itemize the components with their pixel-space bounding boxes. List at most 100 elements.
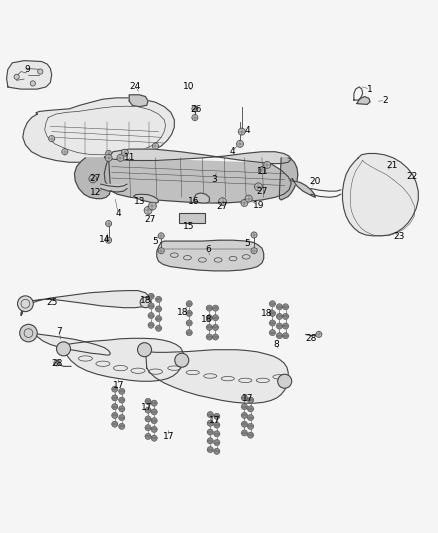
Text: 4: 4 [230, 147, 235, 156]
Text: 28: 28 [305, 334, 317, 343]
Circle shape [247, 415, 254, 421]
Circle shape [269, 320, 276, 326]
Circle shape [148, 293, 154, 300]
Text: 18: 18 [261, 309, 273, 318]
Text: 5: 5 [244, 239, 251, 248]
Text: 3: 3 [212, 175, 218, 184]
Text: 14: 14 [99, 235, 111, 244]
Text: 17: 17 [163, 432, 174, 441]
Text: 18: 18 [140, 296, 151, 305]
Circle shape [117, 155, 124, 161]
Text: 9: 9 [24, 65, 30, 74]
Circle shape [140, 297, 151, 308]
Circle shape [148, 312, 154, 319]
Circle shape [54, 360, 60, 366]
Text: 17: 17 [209, 416, 220, 425]
Circle shape [276, 333, 283, 339]
Text: 26: 26 [191, 105, 202, 114]
Circle shape [145, 398, 151, 405]
Circle shape [283, 313, 289, 319]
Circle shape [206, 314, 212, 321]
Circle shape [151, 400, 157, 406]
Circle shape [241, 413, 247, 418]
Circle shape [241, 430, 247, 436]
Circle shape [219, 198, 226, 206]
Circle shape [254, 183, 262, 191]
Text: 18: 18 [201, 316, 212, 325]
Circle shape [148, 202, 156, 210]
Circle shape [151, 418, 157, 424]
Circle shape [158, 233, 164, 239]
Text: 10: 10 [183, 82, 194, 91]
Circle shape [214, 413, 220, 419]
Polygon shape [357, 96, 370, 104]
Circle shape [112, 403, 118, 410]
Circle shape [119, 406, 125, 412]
Circle shape [30, 81, 35, 86]
Circle shape [283, 304, 289, 310]
Polygon shape [23, 98, 174, 162]
Circle shape [276, 313, 283, 319]
Circle shape [269, 301, 276, 307]
Polygon shape [59, 338, 184, 381]
Circle shape [62, 149, 68, 155]
Circle shape [121, 149, 128, 156]
Polygon shape [129, 95, 148, 107]
Circle shape [316, 332, 322, 337]
Circle shape [89, 175, 97, 183]
Text: 18: 18 [177, 308, 189, 317]
Circle shape [158, 248, 164, 254]
Circle shape [212, 314, 219, 321]
Circle shape [106, 150, 112, 157]
Circle shape [212, 305, 219, 311]
Circle shape [192, 106, 198, 112]
Circle shape [148, 322, 154, 328]
Circle shape [186, 329, 192, 336]
Text: 17: 17 [242, 394, 253, 403]
Circle shape [207, 438, 213, 444]
Text: 27: 27 [256, 187, 268, 196]
Circle shape [283, 323, 289, 329]
Circle shape [278, 374, 292, 388]
Circle shape [251, 248, 257, 254]
Circle shape [119, 397, 125, 403]
Polygon shape [194, 193, 209, 203]
Circle shape [269, 310, 276, 317]
Text: 15: 15 [183, 222, 194, 231]
Text: 2: 2 [383, 95, 388, 104]
Circle shape [241, 421, 247, 427]
Text: 5: 5 [152, 237, 159, 246]
Text: 27: 27 [90, 174, 101, 183]
Circle shape [283, 333, 289, 339]
Circle shape [155, 325, 162, 332]
Circle shape [186, 320, 192, 326]
Polygon shape [157, 240, 264, 271]
Circle shape [247, 423, 254, 430]
Polygon shape [25, 327, 110, 355]
Circle shape [14, 74, 19, 79]
Circle shape [106, 237, 112, 243]
Text: 27: 27 [217, 201, 228, 211]
Circle shape [214, 431, 220, 437]
Polygon shape [21, 290, 149, 316]
Circle shape [175, 353, 189, 367]
Circle shape [119, 423, 125, 430]
Circle shape [276, 304, 283, 310]
Text: 25: 25 [46, 298, 57, 307]
Text: 13: 13 [134, 197, 145, 206]
Circle shape [105, 155, 112, 161]
Text: 8: 8 [273, 340, 279, 349]
Polygon shape [101, 184, 127, 189]
Circle shape [148, 303, 154, 309]
Circle shape [119, 415, 125, 421]
Text: 21: 21 [386, 161, 398, 170]
Text: 11: 11 [124, 152, 135, 161]
Circle shape [106, 221, 112, 227]
Polygon shape [104, 157, 291, 203]
Circle shape [18, 296, 33, 312]
Circle shape [207, 447, 213, 453]
Text: 7: 7 [56, 327, 62, 336]
Circle shape [207, 411, 213, 418]
Circle shape [112, 395, 118, 401]
Circle shape [38, 69, 43, 74]
